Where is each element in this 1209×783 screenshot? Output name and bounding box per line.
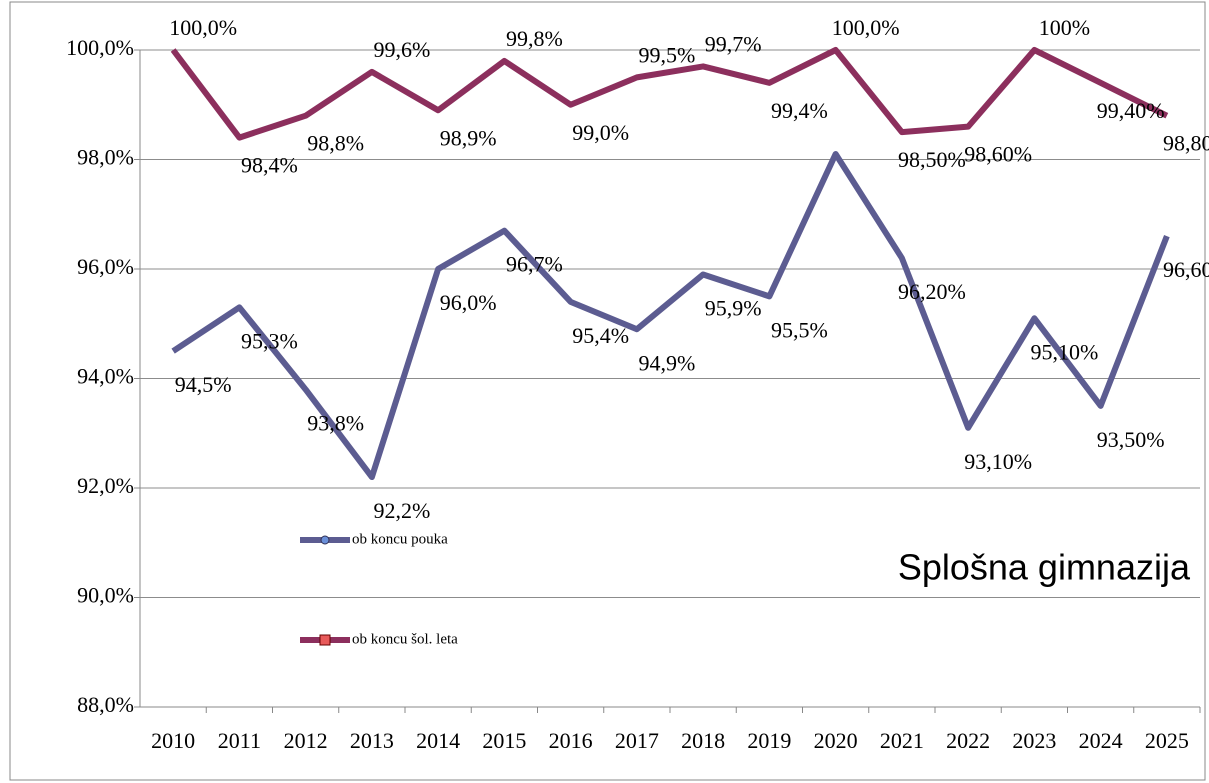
- x-tick-label: 2010: [151, 728, 195, 753]
- data-label: 95,3%: [241, 328, 298, 353]
- y-tick-label: 88,0%: [77, 692, 134, 717]
- series-line: [171, 151, 1170, 481]
- data-label: 93,8%: [307, 410, 364, 435]
- y-tick-label: 98,0%: [77, 145, 134, 170]
- x-tick-label: 2018: [681, 728, 725, 753]
- data-label: 96,0%: [440, 290, 497, 315]
- x-tick-label: 2015: [482, 728, 526, 753]
- data-label: 92,2%: [373, 498, 430, 523]
- data-label: 95,10%: [1030, 339, 1098, 364]
- data-label: 100%: [1039, 15, 1090, 40]
- x-tick-label: 2020: [814, 728, 858, 753]
- y-tick-label: 96,0%: [77, 254, 134, 279]
- data-label: 99,6%: [373, 37, 430, 62]
- x-tick-label: 2017: [615, 728, 659, 753]
- data-label: 99,0%: [572, 120, 629, 145]
- data-label: 98,4%: [241, 153, 298, 178]
- annotation: Splošna gimnazija: [898, 547, 1191, 588]
- x-tick-label: 2024: [1079, 728, 1123, 753]
- data-label: 93,10%: [964, 449, 1032, 474]
- data-label: 99,8%: [506, 26, 563, 51]
- data-label: 99,7%: [705, 31, 762, 56]
- data-label: 96,20%: [898, 279, 966, 304]
- x-tick-label: 2021: [880, 728, 924, 753]
- data-label: 99,40%: [1097, 98, 1165, 123]
- y-tick-label: 90,0%: [77, 583, 134, 608]
- data-label: 98,9%: [440, 125, 497, 150]
- data-label: 100,0%: [832, 15, 900, 40]
- data-label: 94,5%: [175, 372, 232, 397]
- data-label: 96,60%: [1163, 257, 1209, 282]
- data-label: 95,9%: [705, 296, 762, 321]
- y-tick-label: 100,0%: [66, 35, 134, 60]
- data-label: 98,50%: [898, 147, 966, 172]
- legend-marker: [320, 535, 330, 545]
- x-tick-label: 2011: [218, 728, 261, 753]
- data-label: 98,8%: [307, 131, 364, 156]
- data-label: 96,7%: [506, 252, 563, 277]
- x-tick-label: 2016: [549, 728, 593, 753]
- legend-marker: [319, 634, 331, 646]
- x-tick-label: 2012: [284, 728, 328, 753]
- x-tick-label: 2023: [1012, 728, 1056, 753]
- data-label: 99,4%: [771, 98, 828, 123]
- data-label: 100,0%: [169, 15, 237, 40]
- data-label: 95,4%: [572, 323, 629, 348]
- x-tick-label: 2022: [946, 728, 990, 753]
- y-tick-label: 94,0%: [77, 364, 134, 389]
- x-tick-label: 2025: [1145, 728, 1189, 753]
- data-label: 98,60%: [964, 142, 1032, 167]
- data-label: 95,5%: [771, 317, 828, 342]
- x-tick-label: 2019: [747, 728, 791, 753]
- data-label: 98,80%: [1163, 131, 1209, 156]
- legend-label: ob koncu pouka: [352, 531, 448, 547]
- x-tick-label: 2013: [350, 728, 394, 753]
- series-line: [170, 47, 1169, 141]
- data-label: 94,9%: [638, 350, 695, 375]
- legend-label: ob koncu šol. leta: [352, 631, 458, 647]
- x-tick-label: 2014: [416, 728, 460, 753]
- y-tick-label: 92,0%: [77, 473, 134, 498]
- data-label: 99,5%: [638, 42, 695, 67]
- chart-border: [9, 1, 1206, 781]
- data-label: 93,50%: [1097, 427, 1165, 452]
